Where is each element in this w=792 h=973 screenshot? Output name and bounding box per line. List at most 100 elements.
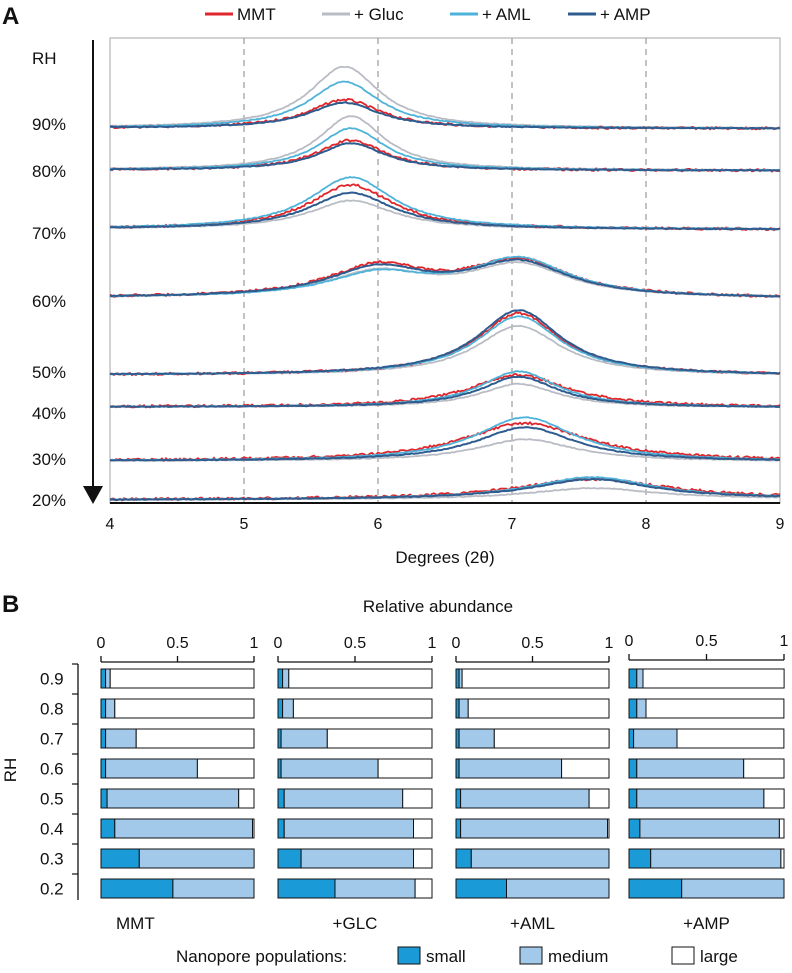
bar-2-7-medium: [506, 878, 610, 899]
bar-0-1-medium: [105, 698, 116, 719]
bar-2-6-medium: [470, 848, 610, 869]
group-tick-label-1-1: 0.5: [344, 635, 366, 652]
group-3: 0 0.5 1 +AMP: [625, 633, 789, 933]
bar-1-7-medium: [334, 878, 416, 899]
y-axis-label-b: RH: [1, 758, 20, 783]
bar-2-3-medium: [458, 758, 563, 779]
bar-0-3-large: [196, 758, 255, 779]
trace-4-aml: [109, 315, 781, 376]
trace-7-amp: [109, 478, 781, 501]
bar-0-0-large: [109, 668, 255, 689]
trace-3-gluc: [109, 260, 780, 298]
x-ticks-a: 4 5 6 7 8 9: [106, 516, 785, 533]
group-label-3: +AMP: [683, 914, 730, 933]
rh-label-0: 90%: [32, 115, 66, 134]
row-label-4: 0.5: [40, 790, 64, 809]
legend-b-label-1: medium: [548, 947, 608, 966]
bar-1-1-large: [292, 698, 433, 719]
row-label-7: 0.2: [40, 880, 64, 899]
bar-1-5-small: [277, 818, 285, 839]
bar-0-1-large: [114, 698, 255, 719]
group-1: 0 0.5 1 +GLC: [274, 635, 437, 933]
bar-0-6-small: [100, 848, 140, 869]
trace-0-amp: [109, 101, 781, 130]
legend-label-0: MMT: [237, 5, 276, 24]
row-label-6: 0.3: [40, 850, 64, 869]
rh-label-1: 80%: [32, 162, 66, 181]
legend-b-label-2: large: [700, 947, 738, 966]
trace-5-mmt: [109, 372, 781, 409]
bar-2-6-small: [455, 848, 472, 869]
rh-label-7: 20%: [32, 491, 66, 510]
trace-6-mmt: [109, 420, 781, 463]
row-label-3: 0.6: [40, 760, 64, 779]
bar-0-7-medium: [172, 878, 255, 899]
trace-0-gluc: [110, 65, 781, 130]
bar-0-4-small: [100, 788, 108, 809]
bar-2-2-medium: [458, 728, 495, 749]
bar-2-4-small: [455, 788, 462, 809]
bar-0-0-small: [100, 668, 107, 689]
bar-0-1-small: [100, 698, 107, 719]
trace-3-aml: [109, 255, 781, 298]
legend-label-3: + AMP: [600, 5, 651, 24]
bar-2-4-large: [588, 788, 610, 809]
bar-1-4-large: [402, 788, 433, 809]
bar-1-6-large: [413, 848, 433, 869]
bar-1-4-medium: [283, 788, 404, 809]
x-tick-label-a-2: 6: [374, 516, 383, 533]
rh-labels-a: 90% 80% 70% 60% 50% 40% 30% 20%: [32, 115, 66, 510]
bar-0-3-medium: [105, 758, 198, 779]
trace-0-aml: [109, 80, 781, 130]
x-axis-label-a: Degrees (2θ): [395, 548, 494, 567]
bar-0-5-medium: [114, 818, 253, 839]
x-tick-label-a-4: 8: [642, 516, 651, 533]
bar-3-0-large: [642, 668, 785, 689]
bar-3-3-small: [628, 758, 638, 779]
rh-label-3: 60%: [32, 292, 66, 311]
rh-arrow-head-icon: [83, 486, 103, 504]
bar-0-3-small: [100, 758, 107, 779]
group-label-2: +AML: [510, 914, 555, 933]
traces-a: [109, 65, 781, 502]
bar-3-0-small: [628, 668, 638, 689]
group-tick-label-0-2: 1: [250, 635, 259, 652]
bar-2-0-large: [461, 668, 610, 689]
group-tick-label-2-0: 0: [452, 635, 461, 652]
trace-group-4: [109, 309, 781, 377]
bar-1-3-medium: [280, 758, 379, 779]
bar-0-2-large: [135, 728, 255, 749]
legend-b-swatch-1: [519, 946, 543, 965]
bar-1-7-large: [414, 878, 433, 899]
bar-2-1-medium: [458, 698, 469, 719]
bar-2-7-small: [455, 878, 507, 899]
bar-1-1-medium: [282, 698, 294, 719]
bar-0-5-large: [252, 818, 255, 839]
bar-0-6-medium: [138, 848, 255, 869]
bar-3-7-medium: [681, 878, 785, 899]
panel-b-label: B: [2, 591, 19, 618]
trace-1-amp: [109, 142, 781, 172]
bar-2-5-small: [455, 818, 462, 839]
bar-3-1-medium: [636, 698, 647, 719]
trace-3-mmt: [109, 256, 781, 299]
bar-1-2-medium: [280, 728, 328, 749]
bar-0-2-small: [100, 728, 107, 749]
bar-0-0-medium: [105, 668, 111, 689]
trace-group-3: [109, 255, 781, 299]
bar-1-1-small: [277, 698, 284, 719]
group-tick-label-0-1: 0.5: [166, 635, 188, 652]
bar-1-7-small: [277, 878, 336, 899]
bar-0-4-large: [238, 788, 255, 809]
group-tick-label-3-1: 0.5: [695, 633, 717, 650]
group-tick-label-3-0: 0: [625, 633, 634, 650]
legend-label-1: + Gluc: [354, 5, 404, 24]
bar-2-1-large: [467, 698, 610, 719]
bar-3-2-small: [628, 728, 635, 749]
bar-1-0-large: [288, 668, 433, 689]
bar-0-5-small: [100, 818, 116, 839]
bar-2-3-large: [561, 758, 610, 779]
bar-1-0-medium: [282, 668, 290, 689]
row-label-2: 0.7: [40, 730, 64, 749]
